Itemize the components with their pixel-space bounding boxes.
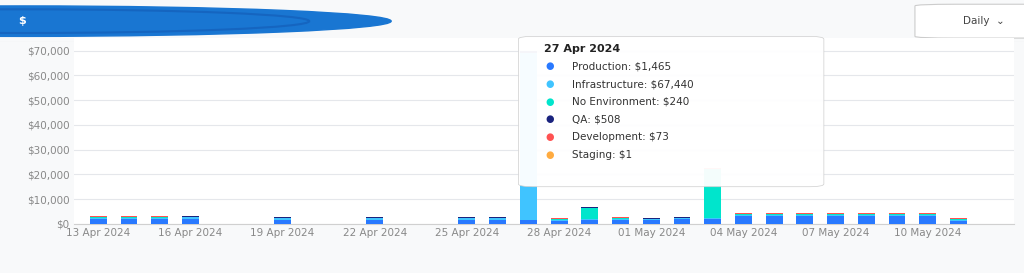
Bar	[950, 220, 967, 221]
Bar	[612, 218, 629, 219]
Text: QA: $508: QA: $508	[572, 114, 621, 124]
Bar	[182, 216, 199, 217]
Bar	[520, 53, 537, 220]
Bar	[950, 219, 967, 220]
Bar	[858, 215, 874, 216]
Bar	[274, 220, 291, 224]
Text: $: $	[18, 16, 27, 26]
Bar	[520, 51, 537, 53]
Bar	[827, 214, 844, 215]
Bar	[182, 217, 199, 219]
Bar	[674, 218, 690, 219]
Bar	[582, 208, 598, 219]
Bar	[735, 216, 752, 224]
Bar	[274, 217, 291, 218]
Text: Infrastructure: $67,440: Infrastructure: $67,440	[572, 79, 693, 89]
Bar	[612, 220, 629, 224]
Bar	[520, 220, 537, 224]
Bar	[920, 214, 936, 215]
Bar	[551, 221, 567, 224]
Bar	[766, 214, 782, 215]
Bar	[889, 214, 905, 215]
Bar	[551, 220, 567, 221]
Bar	[827, 216, 844, 224]
Bar	[551, 219, 567, 220]
Bar	[766, 215, 782, 216]
Bar	[90, 217, 106, 218]
Bar	[367, 220, 383, 224]
Bar	[889, 215, 905, 216]
Text: ●: ●	[546, 132, 554, 142]
Bar	[735, 215, 752, 216]
Bar	[920, 215, 936, 216]
Bar	[121, 219, 137, 224]
Bar	[643, 220, 659, 224]
Text: ●: ●	[546, 97, 554, 107]
Bar	[889, 216, 905, 224]
Text: ●: ●	[546, 150, 554, 160]
Bar	[612, 219, 629, 220]
Bar	[121, 217, 137, 218]
Bar	[489, 218, 506, 220]
Bar	[797, 215, 813, 216]
Bar	[582, 207, 598, 208]
Bar	[367, 218, 383, 220]
Bar	[858, 216, 874, 224]
Bar	[121, 218, 137, 219]
Bar	[705, 170, 721, 218]
Bar	[90, 219, 106, 224]
Circle shape	[0, 6, 391, 36]
Text: Development: $73: Development: $73	[572, 132, 669, 142]
Text: History: History	[47, 14, 110, 29]
Bar	[797, 216, 813, 224]
Bar	[705, 169, 721, 170]
Bar	[152, 218, 168, 219]
Text: Staging: $1: Staging: $1	[572, 150, 632, 160]
Text: Production: $1,465: Production: $1,465	[572, 61, 671, 72]
Bar	[489, 220, 506, 224]
Text: ●: ●	[546, 79, 554, 89]
Bar	[459, 220, 475, 224]
Bar	[152, 217, 168, 218]
Text: ●: ●	[546, 61, 554, 72]
Bar	[274, 218, 291, 220]
Bar	[489, 217, 506, 218]
Bar	[735, 214, 752, 215]
Text: ●: ●	[546, 114, 554, 124]
Bar	[643, 219, 659, 220]
Text: Daily  ⌄: Daily ⌄	[964, 16, 1005, 26]
Bar	[674, 217, 690, 218]
Bar	[797, 214, 813, 215]
Text: 27 Apr 2024: 27 Apr 2024	[544, 44, 620, 54]
Bar	[705, 219, 721, 224]
Bar	[459, 218, 475, 220]
Bar	[827, 215, 844, 216]
Bar	[950, 221, 967, 224]
Bar	[674, 219, 690, 224]
Bar	[705, 218, 721, 219]
Bar	[582, 219, 598, 220]
Bar	[766, 216, 782, 224]
Bar	[152, 219, 168, 224]
Bar	[459, 217, 475, 218]
Bar	[858, 214, 874, 215]
FancyBboxPatch shape	[518, 36, 824, 187]
Bar	[582, 220, 598, 224]
Bar	[920, 216, 936, 224]
Text: No Environment: $240: No Environment: $240	[572, 97, 689, 107]
FancyBboxPatch shape	[915, 4, 1024, 38]
Bar	[367, 217, 383, 218]
Bar	[90, 218, 106, 219]
Bar	[643, 218, 659, 219]
Bar	[182, 219, 199, 224]
